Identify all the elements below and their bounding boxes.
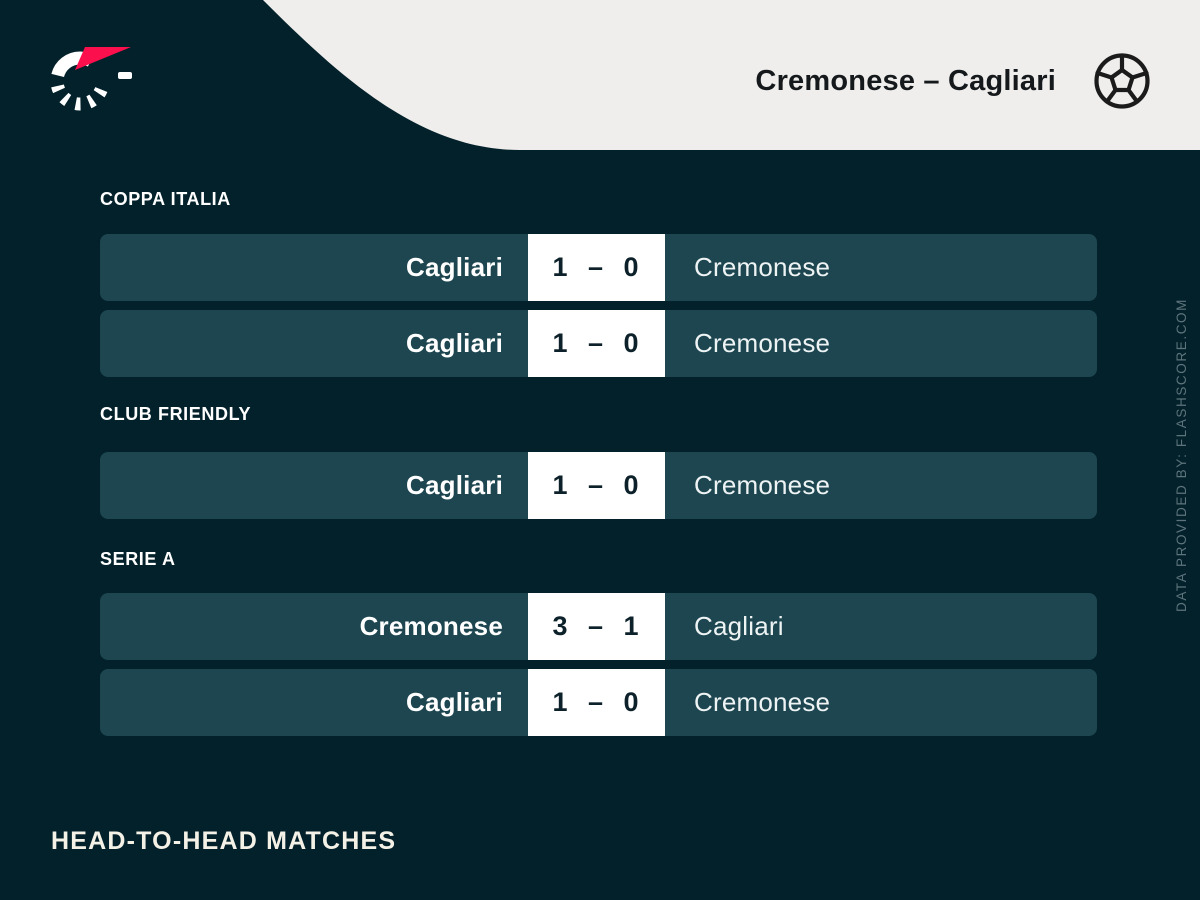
home-team: Cagliari xyxy=(406,252,503,282)
score-badge: 1 – 0 xyxy=(528,452,665,519)
home-team: Cagliari xyxy=(406,687,503,717)
logo-red-flag xyxy=(75,47,131,70)
league-label-serie-a: SERIE A xyxy=(100,549,176,569)
home-team: Cagliari xyxy=(406,470,503,500)
match-row: Cagliari 1 – 0 Cremonese xyxy=(100,669,1097,736)
logo-dash xyxy=(118,72,132,79)
home-team: Cagliari xyxy=(406,328,503,358)
home-team: Cremonese xyxy=(359,611,503,641)
match-row: Cagliari 1 – 0 Cremonese xyxy=(100,452,1097,519)
away-team: Cremonese xyxy=(694,687,831,717)
league-label-coppa-italia: COPPA ITALIA xyxy=(100,189,231,209)
header: Cremonese – Cagliari xyxy=(755,50,1152,112)
score-badge: 1 – 0 xyxy=(528,310,665,377)
flashscore-logo-icon xyxy=(50,47,132,111)
match-row: Cremonese 3 – 1 Cagliari xyxy=(100,593,1097,660)
football-icon xyxy=(1094,53,1150,109)
data-provider-watermark: DATA PROVIDED BY: FLASHSCORE.COM xyxy=(1174,298,1189,613)
score-badge: 1 – 0 xyxy=(528,669,665,736)
away-team: Cremonese xyxy=(694,328,831,358)
away-team: Cremonese xyxy=(694,252,831,282)
league-label-club-friendly: CLUB FRIENDLY xyxy=(100,404,252,424)
page-title: Cremonese – Cagliari xyxy=(755,64,1056,97)
score-badge: 1 – 0 xyxy=(528,234,665,301)
away-team: Cagliari xyxy=(694,611,784,641)
score-badge: 3 – 1 xyxy=(528,593,665,660)
match-row: Cagliari 1 – 0 Cremonese xyxy=(100,310,1097,377)
header-curved-background xyxy=(263,0,1200,150)
away-team: Cremonese xyxy=(694,470,831,500)
section-title-head-to-head: HEAD-TO-HEAD MATCHES xyxy=(51,827,397,855)
match-row: Cagliari 1 – 0 Cremonese xyxy=(100,234,1097,301)
head-to-head-list: COPPA ITALIA Cagliari 1 – 0 Cremonese Ca… xyxy=(100,190,1097,745)
